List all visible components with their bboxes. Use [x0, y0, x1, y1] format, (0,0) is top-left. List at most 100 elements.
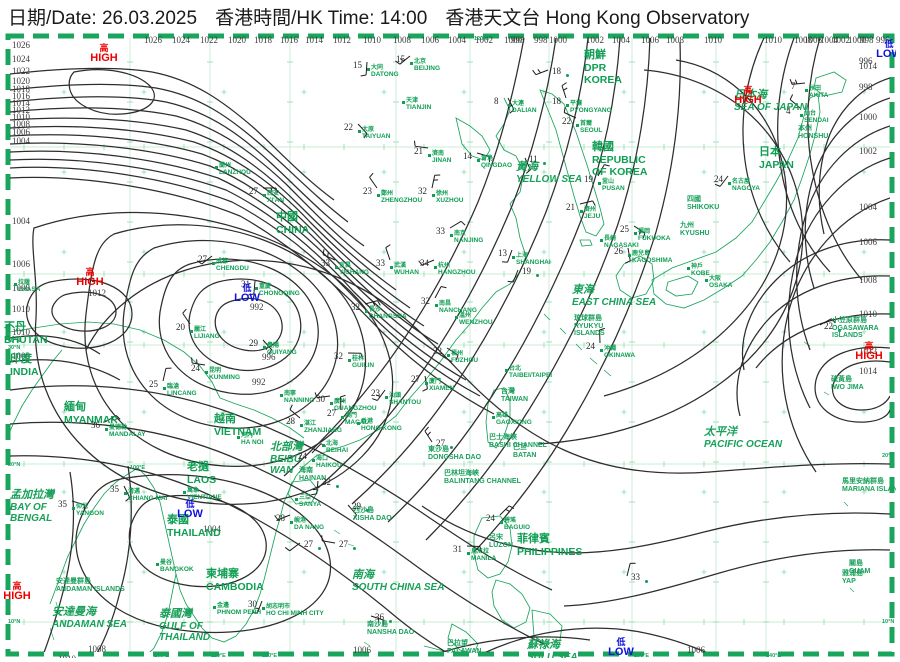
station-temperature: 24: [298, 451, 307, 461]
station-temperature: 35: [110, 484, 119, 494]
station-marker: [105, 428, 108, 431]
offshore-temperature: 27: [339, 539, 348, 549]
organisation-label: 香港天文台 Hong Kong Observatory: [445, 7, 750, 29]
station-marker: [428, 154, 431, 157]
station-temperature: 31: [241, 279, 250, 289]
station-marker: [505, 369, 508, 372]
station-marker: [434, 266, 437, 269]
pressure-centre-en: HIGH: [855, 350, 883, 362]
station-temperature: 33: [436, 226, 445, 236]
station-temperature: 24: [586, 341, 595, 351]
station-marker: [212, 262, 215, 265]
station-marker: [290, 521, 293, 524]
station-temperature: 15: [396, 54, 405, 64]
station-marker: [576, 124, 579, 127]
station-temperature: 22: [562, 116, 571, 126]
offshore-marker: [838, 329, 841, 332]
grid-tick-marks: [23, 61, 867, 625]
station-temperature: 30: [248, 599, 257, 609]
pressure-centre-en: LOW: [876, 48, 896, 60]
offshore-marker: [366, 509, 369, 512]
station-temperature: 7: [791, 81, 796, 91]
station-marker: [600, 239, 603, 242]
high-pressure-centre[interactable]: 高 HIGH: [4, 582, 31, 602]
station-temperature: 32: [334, 351, 343, 361]
pressure-centre-en: LOW: [177, 508, 203, 520]
station-temperature: 14: [463, 151, 472, 161]
station-temperature: 23: [371, 388, 380, 398]
station-temperature: 26: [614, 246, 623, 256]
pressure-centre-cn: 高: [743, 85, 753, 95]
station-temperature: 33: [321, 258, 330, 268]
pressure-centre-en: LOW: [608, 646, 634, 658]
station-marker: [322, 444, 325, 447]
station-temperature: 32: [418, 186, 427, 196]
station-temperature: 25: [620, 224, 629, 234]
station-marker: [492, 416, 495, 419]
high-pressure-centre[interactable]: 高 HIGH: [76, 268, 104, 288]
station-marker: [508, 104, 511, 107]
station-temperature: 24: [714, 174, 723, 184]
pressure-centre-en: HIGH: [4, 590, 31, 602]
pressure-centre-cn: 低: [242, 283, 252, 293]
station-temperature: 30: [316, 394, 325, 404]
time-label: 香港時間/HK Time: 14:00: [215, 7, 428, 29]
station-marker: [365, 310, 368, 313]
grid-lines: [10, 38, 890, 652]
pressure-centre-cn: 低: [185, 499, 195, 509]
station-marker: [237, 436, 240, 439]
station-marker: [425, 382, 428, 385]
station-temperature: 23: [363, 186, 372, 196]
station-temperature: 19: [584, 174, 593, 184]
high-pressure-centre[interactable]: 高 HIGH: [855, 342, 883, 362]
high-pressure-centre[interactable]: 高 HIGH: [90, 44, 118, 64]
offshore-marker: [389, 620, 392, 623]
station-temperature: 8: [494, 96, 499, 106]
high-pressure-centre[interactable]: 高 HIGH: [734, 86, 762, 106]
header-text-row: 日期/Date: 26.03.2025 香港時間/HK Time: 14:00 香港…: [0, 3, 749, 30]
station-marker: [330, 402, 333, 405]
station-marker: [800, 114, 803, 117]
station-marker: [705, 279, 708, 282]
station-temperature: 15: [353, 60, 362, 70]
station-marker: [455, 316, 458, 319]
station-temperature: 22: [344, 122, 353, 132]
station-temperature: 27: [327, 408, 336, 418]
station-marker: [367, 68, 370, 71]
station-marker: [728, 182, 731, 185]
station-temperature: 31: [453, 544, 462, 554]
surface-analysis-map[interactable]: 1026 1024 1022 1020 1018 1016 1014 1012 1010 1008…: [4, 32, 896, 658]
station-marker: [300, 424, 303, 427]
station-marker: [14, 283, 17, 286]
station-marker: [205, 371, 208, 374]
date-label: 日期/Date: 26.03.2025: [8, 7, 198, 29]
station-temperature: 24: [486, 513, 495, 523]
offshore-marker: [536, 274, 539, 277]
station-temperature: 20: [176, 322, 185, 332]
station-marker: [358, 130, 361, 133]
station-marker: [467, 552, 470, 555]
station-marker: [263, 346, 266, 349]
station-marker: [335, 266, 338, 269]
station-temperature: 28: [286, 416, 295, 426]
offshore-marker: [543, 162, 546, 165]
wind-barbs: [71, 55, 836, 626]
station-marker: [262, 607, 265, 610]
station-marker: [598, 182, 601, 185]
station-temperature: 32: [351, 302, 360, 312]
station-marker: [357, 422, 360, 425]
station-marker: [566, 104, 569, 107]
pressure-centre-cn: 高: [99, 43, 109, 53]
station-temperature: 13: [498, 248, 507, 258]
station-temperature: 4: [786, 106, 791, 116]
station-temperature: 21: [566, 202, 575, 212]
offshore-marker: [336, 485, 339, 488]
offshore-temperature: 33: [631, 572, 640, 582]
station-marker: [628, 254, 631, 257]
pressure-centre-cn: 高: [12, 581, 22, 591]
station-temperature: 21: [414, 146, 423, 156]
